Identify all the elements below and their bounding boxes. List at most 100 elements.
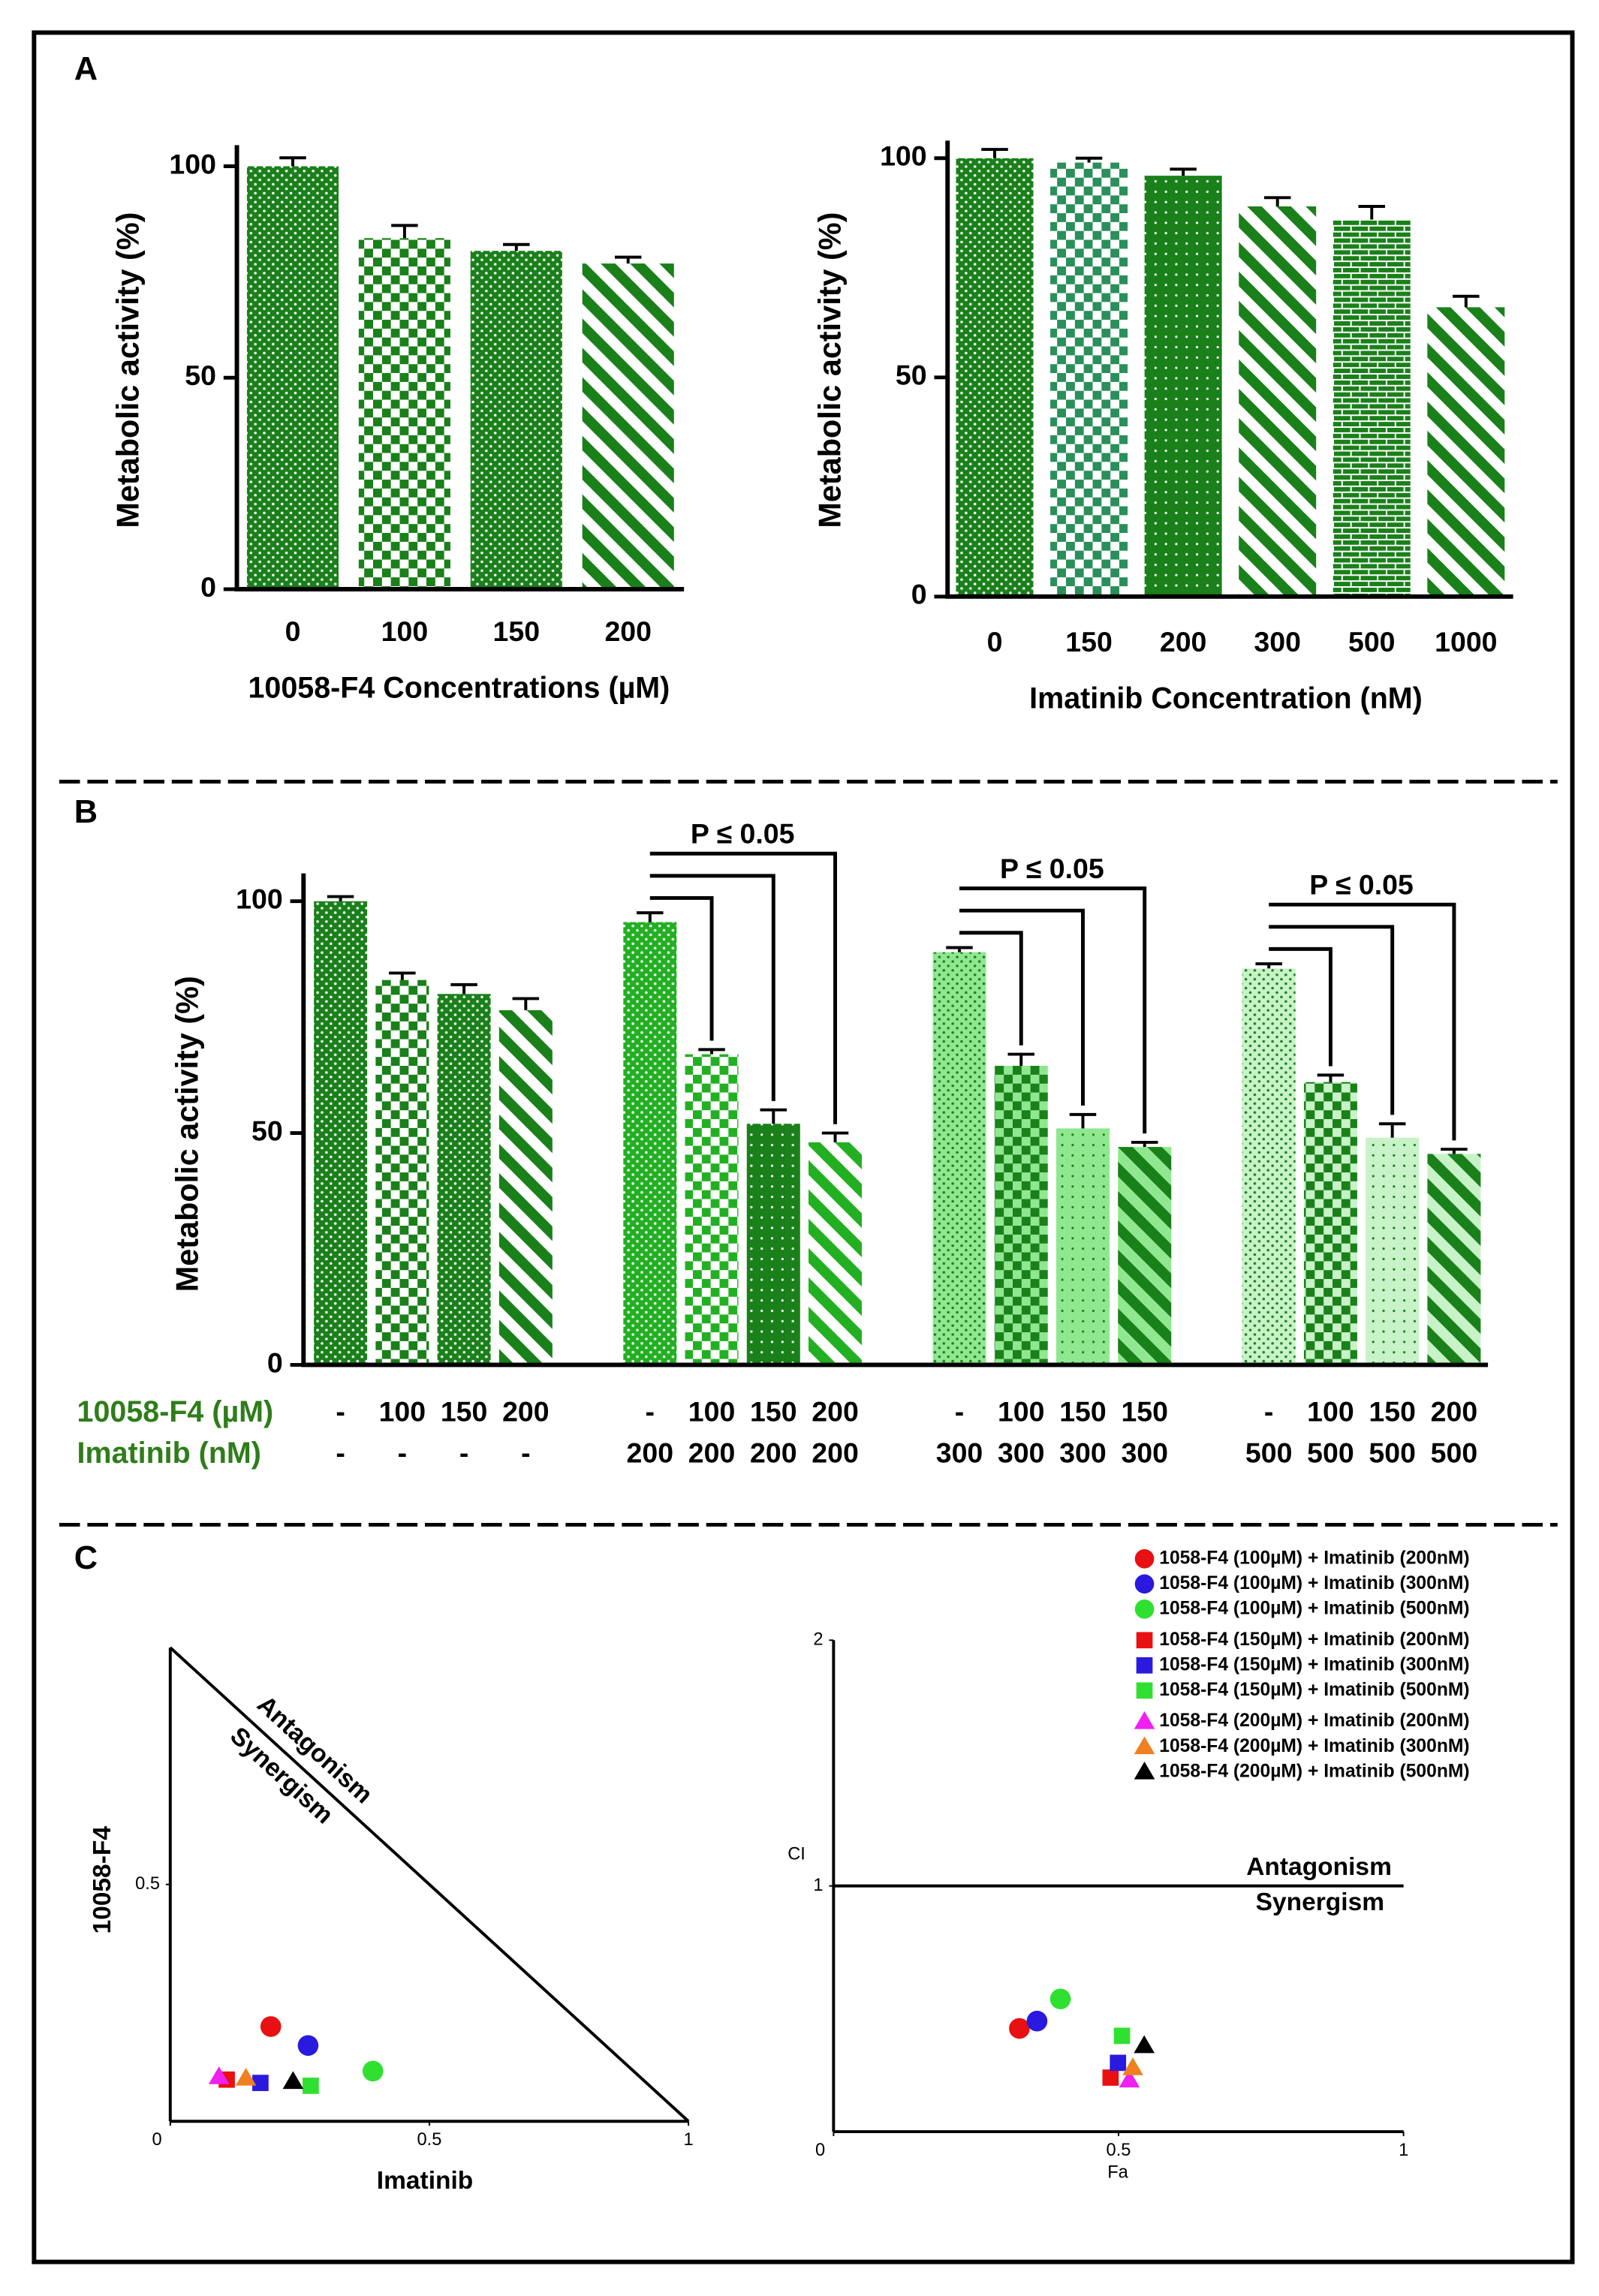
bar [1427, 307, 1505, 597]
bar [437, 994, 491, 1365]
legend-marker [1136, 1682, 1153, 1699]
bar [1332, 219, 1411, 597]
x-tick-label: 0 [285, 615, 301, 647]
bar [1427, 1154, 1481, 1365]
x-tick-label: - [459, 1437, 468, 1469]
significance-bracket [1269, 925, 1395, 1115]
error-bar [1131, 1140, 1158, 1148]
y-tick-label: 50 [251, 1115, 283, 1146]
x-tick-label: 0 [815, 2141, 825, 2160]
x-tick-label: 300 [1059, 1437, 1107, 1469]
x-tick-label: 300 [1254, 626, 1301, 658]
x-tick-label: 200 [1160, 626, 1207, 658]
legend-marker [1134, 1736, 1155, 1755]
bar [1366, 1137, 1420, 1365]
legend-label: 1058-F4 (100µM) + Imatinib (200nM) [1159, 1548, 1469, 1568]
error-bar [1263, 196, 1291, 207]
error-bar [391, 224, 418, 239]
significance-bracket [1269, 946, 1332, 1067]
bar [498, 1010, 553, 1365]
x-tick-label: 200 [627, 1437, 674, 1469]
y-tick-label: 50 [896, 360, 927, 391]
error-bar [1075, 156, 1103, 163]
legend-label: 1058-F4 (200µM) + Imatinib (200nM) [1159, 1711, 1469, 1731]
error-bar [327, 895, 354, 901]
error-bar [1317, 1073, 1345, 1082]
x-tick-label: 100 [379, 1395, 426, 1427]
error-bar [1358, 205, 1386, 220]
point [1026, 2010, 1048, 2032]
y-tick-label: 1 [813, 1876, 823, 1895]
x-tick-label: 1000 [1435, 626, 1497, 658]
bar [1144, 176, 1222, 597]
x-tick-label: 200 [1431, 1395, 1478, 1427]
x-axis-label: Imatinib [377, 2167, 473, 2195]
error-bar [1255, 962, 1282, 969]
annotation: Synergism [1256, 1888, 1384, 1916]
bar [932, 952, 986, 1365]
annotation: Antagonism [1246, 1853, 1392, 1881]
bar [246, 166, 339, 589]
significance-bracket [959, 931, 1023, 1046]
error-bar [1069, 1112, 1097, 1129]
bar [1118, 1147, 1172, 1365]
bar [956, 158, 1034, 597]
significance-label: P ≤ 0.05 [1000, 853, 1104, 884]
x-tick-label: 100 [1307, 1395, 1354, 1427]
legend-label: 1058-F4 (150µM) + Imatinib (300nM) [1159, 1654, 1469, 1675]
significance-bracket [959, 886, 1147, 1134]
y-tick-label: 0.5 [135, 1874, 160, 1894]
x-tick-label: 500 [1431, 1437, 1478, 1469]
x-tick-label: - [955, 1395, 964, 1427]
legend-label: 1058-F4 (100µM) + Imatinib (300nM) [1159, 1573, 1469, 1593]
x-tick-label: 100 [688, 1395, 736, 1427]
error-bar [698, 1048, 725, 1055]
panel-label: B [74, 794, 98, 830]
x-tick-label: 500 [1348, 626, 1396, 658]
x-tick-label: 200 [750, 1437, 797, 1469]
x-tick-label: 0.5 [417, 2130, 441, 2150]
significance-bracket [649, 851, 837, 1124]
x-tick-label: - [336, 1437, 345, 1469]
bar [685, 1054, 739, 1365]
x-tick-label: 200 [812, 1437, 859, 1469]
legend-marker [1134, 1548, 1155, 1569]
x-tick-label: 200 [604, 615, 652, 647]
y-axis-label: Metabolic activity (%) [812, 212, 847, 528]
point [297, 2035, 319, 2057]
point [1049, 1988, 1071, 2010]
x-tick-label: 150 [1369, 1395, 1416, 1427]
point [282, 2071, 304, 2090]
x-tick-label: - [521, 1437, 530, 1469]
x-tick-label: 150 [1059, 1395, 1107, 1427]
bar [470, 251, 562, 589]
error-bar [1007, 1052, 1034, 1067]
error-bar [981, 148, 1008, 158]
bar [1055, 1128, 1110, 1365]
point [208, 2066, 230, 2084]
x-tick-label: 300 [936, 1437, 983, 1469]
x-tick-label: 1 [1399, 2141, 1408, 2160]
row-name: Imatinib (nM) [77, 1437, 261, 1470]
bar [994, 1066, 1048, 1365]
x-tick-label: - [1264, 1395, 1273, 1427]
bar [1303, 1082, 1357, 1365]
y-tick-label: 50 [185, 360, 216, 391]
x-tick-label: 200 [688, 1437, 736, 1469]
y-axis-label: Metabolic activity (%) [170, 976, 204, 1292]
error-bar [821, 1131, 849, 1142]
significance-bracket [1269, 902, 1456, 1141]
legend-marker [1134, 1711, 1155, 1729]
significance-bracket [649, 895, 714, 1041]
bar [314, 901, 368, 1365]
error-bar [512, 997, 540, 1010]
y-tick-label: 0 [911, 579, 927, 610]
x-axis-label: 10058-F4 Concentrations (µM) [248, 672, 670, 705]
bar [1242, 968, 1296, 1365]
error-bar [450, 982, 477, 995]
frame [32, 30, 1575, 2264]
point [1119, 2069, 1140, 2088]
x-tick-label: 0 [152, 2130, 161, 2150]
error-bar [389, 971, 416, 980]
